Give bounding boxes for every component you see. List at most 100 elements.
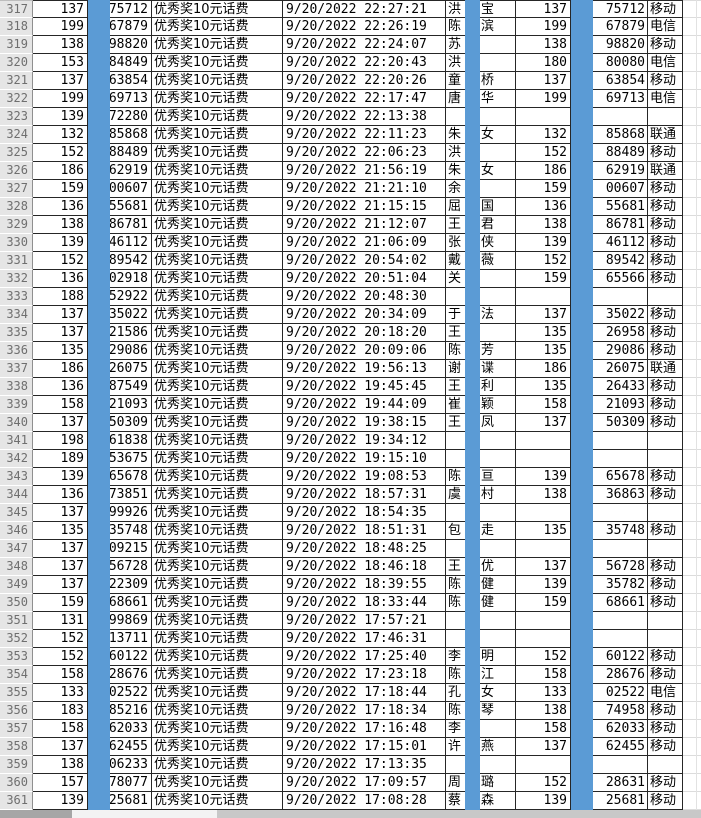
row-header[interactable]: 346 — [0, 522, 33, 540]
prize-cell[interactable]: 优秀奖10元话费 — [152, 108, 283, 126]
empty-cell[interactable] — [683, 504, 701, 522]
prize-cell[interactable]: 优秀奖10元话费 — [152, 378, 283, 396]
name-cell[interactable]: 朱女 — [446, 126, 516, 144]
empty-cell[interactable] — [683, 144, 701, 162]
phone1-prefix-cell[interactable]: 138 — [33, 756, 88, 774]
phone1-prefix-cell[interactable]: 138 — [33, 216, 88, 234]
carrier-cell[interactable]: 移动 — [648, 234, 683, 252]
carrier-cell[interactable]: 电信 — [648, 684, 683, 702]
carrier-cell[interactable]: 移动 — [648, 666, 683, 684]
privacy-mask-bar-phone2[interactable] — [571, 0, 593, 810]
row-header[interactable]: 333 — [0, 288, 33, 306]
empty-cell[interactable] — [683, 252, 701, 270]
datetime-cell[interactable]: 9/20/2022 21:06:09 — [283, 234, 446, 252]
prize-cell[interactable]: 优秀奖10元话费 — [152, 144, 283, 162]
name-cell[interactable]: 王凤 — [446, 414, 516, 432]
empty-cell[interactable] — [683, 414, 701, 432]
empty-cell[interactable] — [683, 630, 701, 648]
carrier-cell[interactable]: 移动 — [648, 270, 683, 288]
row-header[interactable]: 342 — [0, 450, 33, 468]
datetime-cell[interactable]: 9/20/2022 21:21:10 — [283, 180, 446, 198]
carrier-cell[interactable]: 移动 — [648, 648, 683, 666]
phone1-prefix-cell[interactable]: 139 — [33, 792, 88, 810]
carrier-cell[interactable]: 联通 — [648, 162, 683, 180]
phone2-prefix-cell[interactable] — [516, 630, 571, 648]
phone1-prefix-cell[interactable]: 152 — [33, 144, 88, 162]
empty-cell[interactable] — [683, 342, 701, 360]
phone2-prefix-cell[interactable]: 135 — [516, 324, 571, 342]
row-header[interactable]: 339 — [0, 396, 33, 414]
phone1-prefix-cell[interactable]: 157 — [33, 774, 88, 792]
datetime-cell[interactable]: 9/20/2022 19:44:09 — [283, 396, 446, 414]
phone1-prefix-cell[interactable]: 186 — [33, 162, 88, 180]
name-cell[interactable]: 孔女 — [446, 684, 516, 702]
phone1-prefix-cell[interactable]: 158 — [33, 396, 88, 414]
name-cell[interactable]: 周璐 — [446, 774, 516, 792]
row-header[interactable]: 319 — [0, 36, 33, 54]
carrier-cell[interactable]: 移动 — [648, 306, 683, 324]
name-cell[interactable]: 包走 — [446, 522, 516, 540]
empty-cell[interactable] — [683, 450, 701, 468]
phone2-prefix-cell[interactable]: 186 — [516, 162, 571, 180]
row-header[interactable]: 327 — [0, 180, 33, 198]
phone2-prefix-cell[interactable] — [516, 450, 571, 468]
row-header[interactable]: 347 — [0, 540, 33, 558]
phone1-prefix-cell[interactable]: 137 — [33, 72, 88, 90]
row-header[interactable]: 354 — [0, 666, 33, 684]
datetime-cell[interactable]: 9/20/2022 17:57:21 — [283, 612, 446, 630]
datetime-cell[interactable]: 9/20/2022 17:25:40 — [283, 648, 446, 666]
phone1-prefix-cell[interactable]: 137 — [33, 540, 88, 558]
prize-cell[interactable]: 优秀奖10元话费 — [152, 126, 283, 144]
carrier-cell[interactable]: 联通 — [648, 360, 683, 378]
row-header[interactable]: 351 — [0, 612, 33, 630]
carrier-cell[interactable]: 移动 — [648, 558, 683, 576]
phone1-prefix-cell[interactable]: 132 — [33, 126, 88, 144]
datetime-cell[interactable]: 9/20/2022 18:51:31 — [283, 522, 446, 540]
prize-cell[interactable]: 优秀奖10元话费 — [152, 684, 283, 702]
row-header[interactable]: 338 — [0, 378, 33, 396]
carrier-cell[interactable] — [648, 288, 683, 306]
name-cell[interactable]: 李明 — [446, 648, 516, 666]
phone2-prefix-cell[interactable]: 133 — [516, 684, 571, 702]
carrier-cell[interactable]: 移动 — [648, 576, 683, 594]
carrier-cell[interactable]: 移动 — [648, 738, 683, 756]
datetime-cell[interactable]: 9/20/2022 22:06:23 — [283, 144, 446, 162]
phone1-prefix-cell[interactable]: 198 — [33, 432, 88, 450]
name-cell[interactable]: 王利 — [446, 378, 516, 396]
prize-cell[interactable]: 优秀奖10元话费 — [152, 36, 283, 54]
phone2-prefix-cell[interactable]: 138 — [516, 216, 571, 234]
prize-cell[interactable]: 优秀奖10元话费 — [152, 630, 283, 648]
datetime-cell[interactable]: 9/20/2022 19:34:12 — [283, 432, 446, 450]
phone1-prefix-cell[interactable]: 189 — [33, 450, 88, 468]
name-cell[interactable]: 蔡森 — [446, 792, 516, 810]
row-header[interactable]: 323 — [0, 108, 33, 126]
name-cell[interactable]: 谢谍 — [446, 360, 516, 378]
row-header[interactable]: 349 — [0, 576, 33, 594]
carrier-cell[interactable] — [648, 108, 683, 126]
name-cell[interactable]: 关 — [446, 270, 516, 288]
name-cell[interactable]: 唐华 — [446, 90, 516, 108]
name-cell[interactable]: 洪 — [446, 54, 516, 72]
datetime-cell[interactable]: 9/20/2022 21:15:15 — [283, 198, 446, 216]
prize-cell[interactable]: 优秀奖10元话费 — [152, 234, 283, 252]
name-cell[interactable]: 洪宝 — [446, 0, 516, 18]
name-cell[interactable] — [446, 612, 516, 630]
datetime-cell[interactable]: 9/20/2022 18:54:35 — [283, 504, 446, 522]
name-cell[interactable] — [446, 450, 516, 468]
empty-cell[interactable] — [683, 126, 701, 144]
row-header[interactable]: 358 — [0, 738, 33, 756]
row-header[interactable]: 355 — [0, 684, 33, 702]
empty-cell[interactable] — [683, 90, 701, 108]
empty-cell[interactable] — [683, 486, 701, 504]
row-header[interactable]: 322 — [0, 90, 33, 108]
datetime-cell[interactable]: 9/20/2022 18:48:25 — [283, 540, 446, 558]
phone1-prefix-cell[interactable]: 199 — [33, 18, 88, 36]
row-header[interactable]: 331 — [0, 252, 33, 270]
datetime-cell[interactable]: 9/20/2022 18:39:55 — [283, 576, 446, 594]
phone2-prefix-cell[interactable]: 159 — [516, 270, 571, 288]
phone2-prefix-cell[interactable]: 158 — [516, 396, 571, 414]
phone1-prefix-cell[interactable]: 137 — [33, 558, 88, 576]
phone1-prefix-cell[interactable]: 152 — [33, 630, 88, 648]
phone2-prefix-cell[interactable]: 135 — [516, 522, 571, 540]
datetime-cell[interactable]: 9/20/2022 18:33:44 — [283, 594, 446, 612]
